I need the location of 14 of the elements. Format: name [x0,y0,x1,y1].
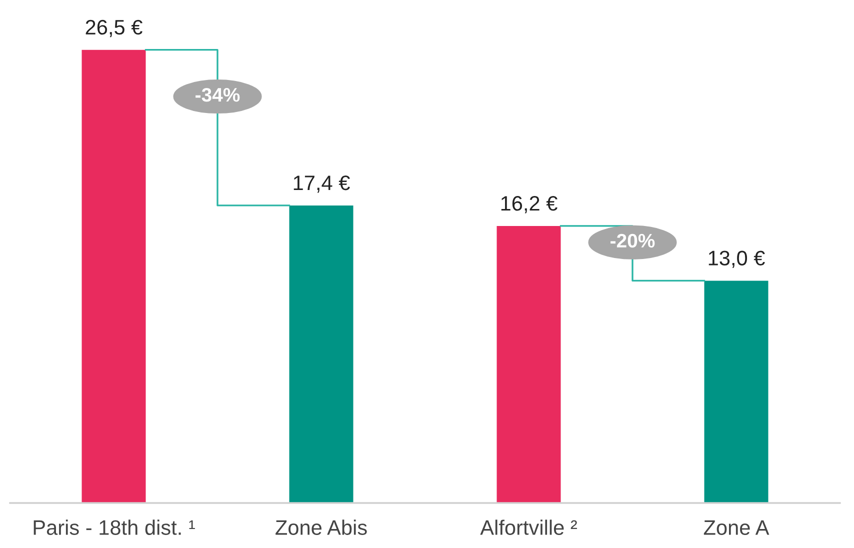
bar [704,280,768,503]
x-tick-label: Alfortville ² [480,520,577,535]
bar [82,50,146,503]
data-label: 17,4 € [294,175,350,193]
bar [289,205,354,503]
x-tick-label: Paris - 18th dist. ¹ [34,520,195,535]
data-label: 16,2 € [501,196,558,214]
data-label: 26,5 € [86,20,142,38]
bar [496,226,561,503]
x-tick-label: Zone A [704,520,770,535]
x-tick-label: Zone Abis [276,520,367,535]
annotation: -34% [196,88,240,102]
data-label: 13,0 € [708,250,765,268]
annotation: -20% [610,234,655,248]
